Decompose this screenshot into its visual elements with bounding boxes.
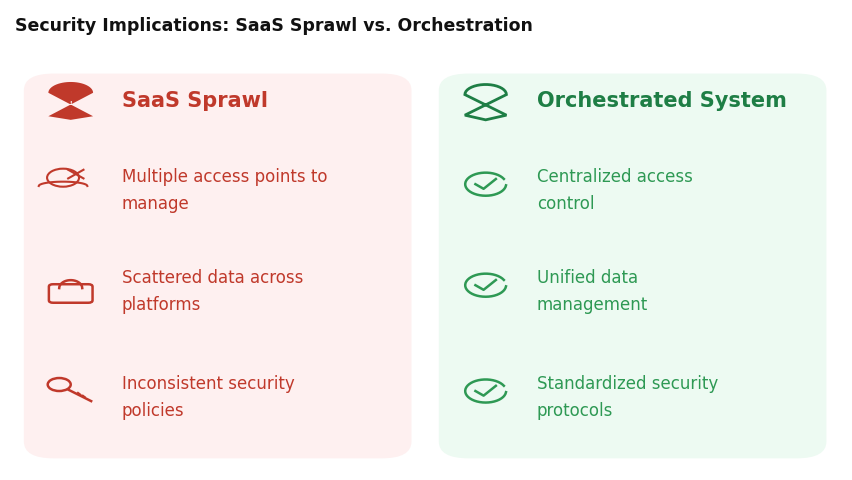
Text: Inconsistent security
policies: Inconsistent security policies bbox=[122, 374, 295, 419]
Text: Standardized security
protocols: Standardized security protocols bbox=[537, 374, 718, 419]
Text: Centralized access
control: Centralized access control bbox=[537, 168, 693, 212]
Text: Orchestrated System: Orchestrated System bbox=[537, 91, 786, 111]
Text: Multiple access points to
manage: Multiple access points to manage bbox=[122, 168, 327, 212]
Text: Unified data
management: Unified data management bbox=[537, 269, 648, 313]
FancyBboxPatch shape bbox=[24, 74, 412, 458]
Text: Scattered data across
platforms: Scattered data across platforms bbox=[122, 269, 303, 313]
Text: Security Implications: SaaS Sprawl vs. Orchestration: Security Implications: SaaS Sprawl vs. O… bbox=[15, 17, 533, 35]
FancyBboxPatch shape bbox=[439, 74, 826, 458]
Text: SaaS Sprawl: SaaS Sprawl bbox=[122, 91, 268, 111]
Polygon shape bbox=[49, 83, 93, 120]
Text: !: ! bbox=[69, 101, 72, 106]
